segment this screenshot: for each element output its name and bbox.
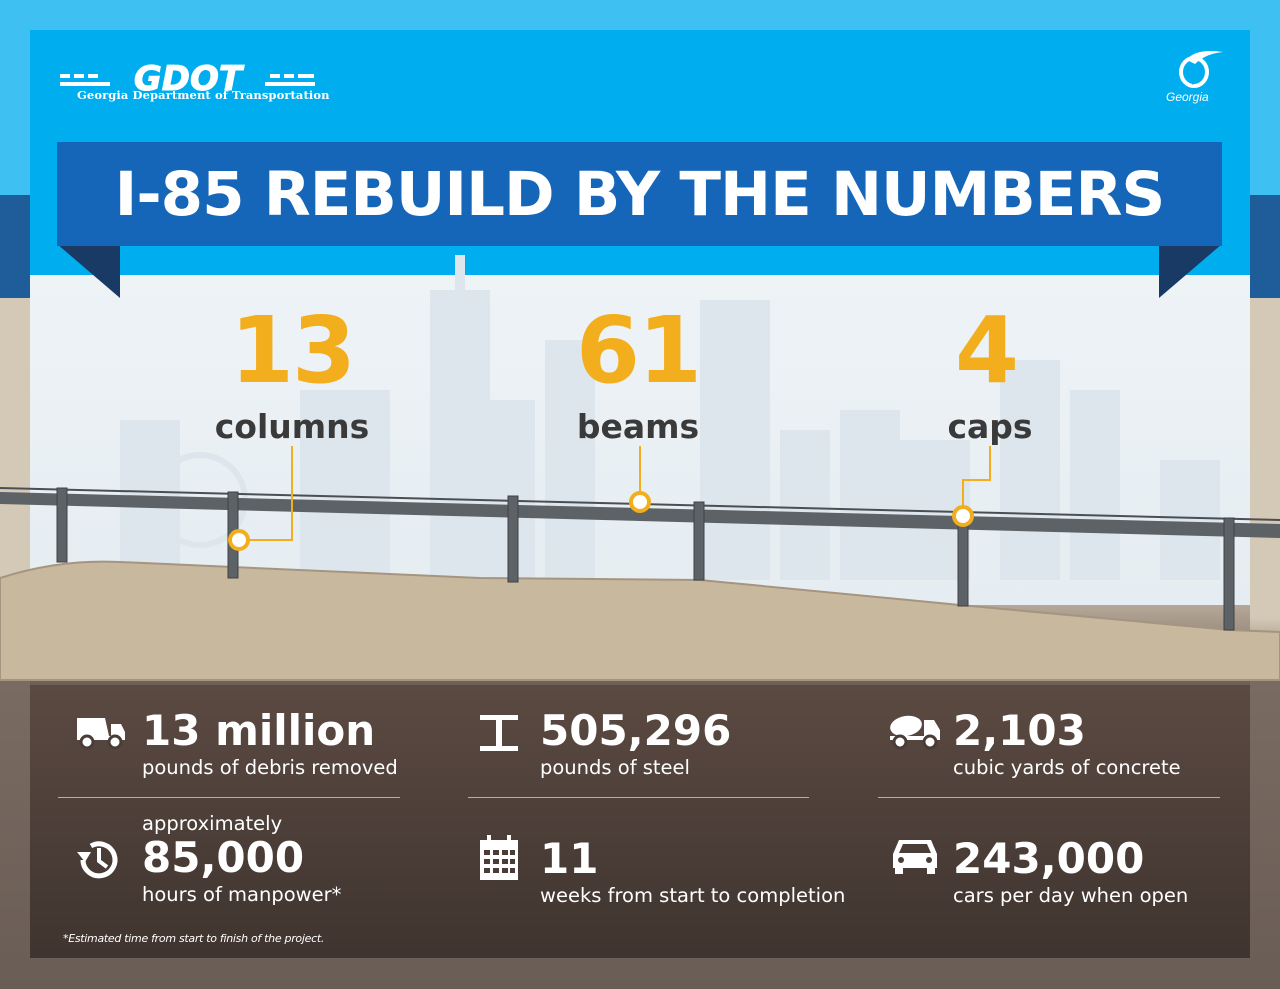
ground-hill xyxy=(0,560,1280,681)
stat-weeks: 11 weeks from start to completion xyxy=(540,834,846,908)
steel-beam-icon xyxy=(480,715,518,751)
stat-debris-desc: pounds of debris removed xyxy=(142,756,398,779)
stats-panel xyxy=(30,685,1250,958)
page-title: I-85 REBUILD BY THE NUMBERS xyxy=(114,158,1166,230)
concrete-mixer-icon xyxy=(890,715,940,750)
columns-count: 13 xyxy=(229,297,356,404)
columns-label: columns xyxy=(214,407,370,446)
callout-markers xyxy=(228,491,974,551)
calendar-icon xyxy=(480,835,518,880)
stat-manpower-desc: hours of manpower* xyxy=(142,883,342,907)
caps-label: caps xyxy=(947,407,1033,446)
gdot-logo: GDOT xyxy=(60,59,315,100)
footnote: *Estimated time from start to finish of … xyxy=(63,932,325,945)
ribbon-left-tail xyxy=(57,244,120,298)
car-icon xyxy=(893,840,937,874)
title-banner: I-85 REBUILD BY THE NUMBERS xyxy=(57,142,1222,246)
divider-middle xyxy=(468,797,809,798)
beams-count: 61 xyxy=(575,297,702,404)
stat-weeks-desc: weeks from start to completion xyxy=(540,884,846,907)
stat-debris: 13 million pounds of debris removed xyxy=(142,706,398,780)
stat-weeks-number: 11 xyxy=(540,834,599,883)
stat-cars: 243,000 cars per day when open xyxy=(953,834,1189,908)
callout-lines xyxy=(247,446,991,541)
gdot-letters: GDOT xyxy=(134,59,245,99)
stat-concrete: 2,103 cubic yards of concrete xyxy=(953,706,1181,780)
stat-manpower: approximately 85,000 hours of manpower* xyxy=(142,812,341,907)
stat-steel-desc: pounds of steel xyxy=(540,756,690,779)
georgia-logo-text: Georgia xyxy=(1166,90,1209,104)
stat-debris-number: 13 million xyxy=(142,706,376,755)
clock-icon xyxy=(77,841,118,879)
stat-steel: 505,296 pounds of steel xyxy=(540,706,732,780)
stat-concrete-desc: cubic yards of concrete xyxy=(953,756,1181,779)
stat-cars-number: 243,000 xyxy=(953,834,1145,883)
georgia-logo xyxy=(1179,50,1223,88)
stat-steel-number: 505,296 xyxy=(540,706,732,755)
beams-label: beams xyxy=(576,407,700,446)
divider-right xyxy=(878,797,1220,798)
stat-cars-desc: cars per day when open xyxy=(953,884,1189,907)
stat-manpower-prefix: approximately xyxy=(142,812,283,835)
dump-truck-icon xyxy=(77,718,125,750)
stat-manpower-number: 85,000 xyxy=(142,833,305,883)
caps-count: 4 xyxy=(954,297,1019,404)
divider-left xyxy=(58,797,400,798)
stat-concrete-number: 2,103 xyxy=(953,706,1086,755)
gdot-subtitle: Georgia Department of Transportation xyxy=(77,88,330,102)
ribbon-right-tail xyxy=(1159,244,1222,298)
